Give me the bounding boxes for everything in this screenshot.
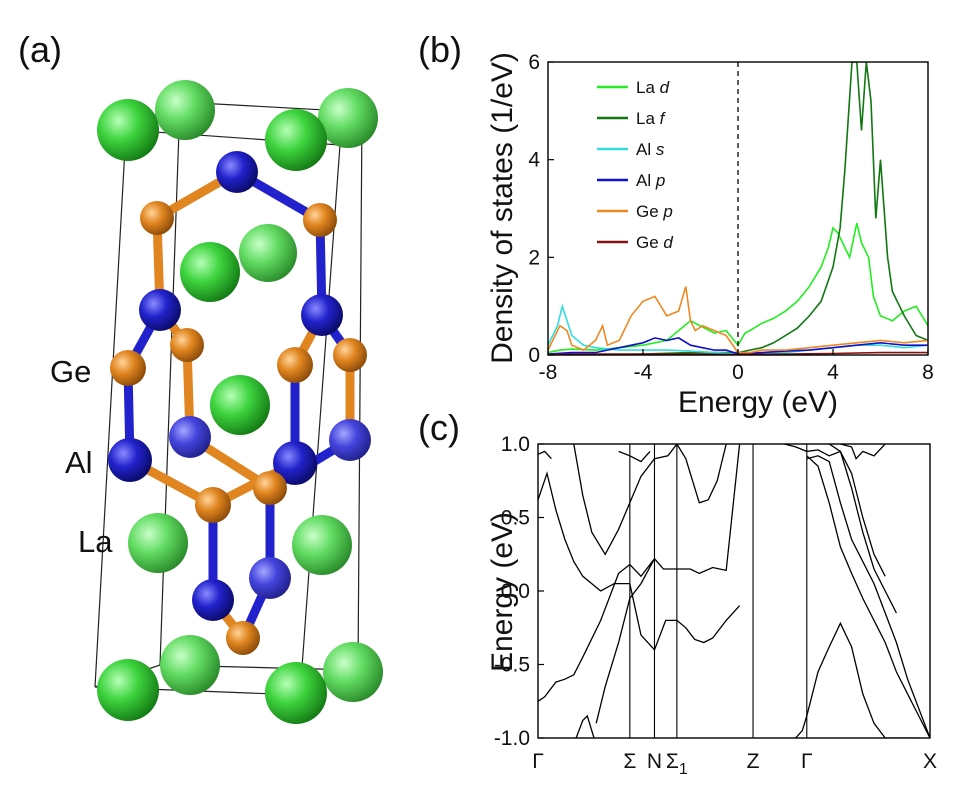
dos-x-axis-title: Energy (eV) [678, 386, 838, 419]
ge-atom [170, 328, 204, 362]
la-atom [210, 375, 270, 435]
dos-x-tick-label: -4 [634, 361, 653, 384]
dos-x-tick-label: 8 [922, 361, 934, 384]
ge-atom [253, 471, 287, 505]
legend-entry: Ge p [636, 202, 673, 221]
dos-plot-area: -8 -4 0 4 8 0 2 4 6 La d La f Al s Al p Ge p Ge d [528, 51, 934, 384]
la-atom [265, 109, 327, 171]
dos-y-tick-label: 6 [528, 51, 540, 74]
ge-atom [195, 487, 231, 523]
la-atom [160, 635, 220, 695]
legend-entry: La d [636, 78, 670, 97]
la-atom [155, 80, 215, 140]
la-atom [97, 659, 159, 721]
kpoint-label: Σ1 [666, 750, 688, 778]
kpoint-label: Σ [623, 750, 636, 773]
band-line [784, 444, 897, 614]
al-atom [139, 289, 181, 331]
ge-label: Ge [50, 354, 91, 389]
band-line [595, 558, 656, 724]
al-atom [216, 151, 258, 193]
band-line [538, 444, 741, 702]
band-line [806, 455, 930, 738]
la-atom [318, 88, 378, 148]
legend-entry: Al s [636, 140, 665, 159]
legend-entry: La f [636, 109, 667, 128]
la-label: La [78, 524, 113, 559]
dos-series-al-p [548, 337, 928, 355]
la-atom [292, 515, 352, 575]
band-y-tick-label: 0.5 [501, 507, 530, 530]
ge-atom [277, 347, 313, 383]
dos-y-axis-title: Density of states (1/eV) [486, 52, 519, 364]
band-y-axis-title: Energy (eV) [486, 512, 519, 672]
dos-y-tick-label: 2 [528, 246, 540, 269]
ge-atom [226, 621, 260, 655]
band-line [676, 444, 727, 504]
dos-y-tick-label: 0 [528, 344, 540, 367]
band-line [828, 444, 886, 577]
dos-series-ge-p [548, 286, 928, 354]
dos-y-tick-label: 4 [528, 149, 540, 172]
ge-atom [140, 201, 174, 235]
kpoint-label: Γ [532, 750, 544, 773]
kpoint-label: N [647, 750, 662, 773]
panel-b-label: (b) [418, 29, 462, 70]
dos-series-la-f [548, 62, 928, 355]
la-atom [97, 99, 159, 161]
al-atom [108, 438, 152, 482]
kpoint-label: Z [747, 750, 760, 773]
la-atom [180, 242, 240, 302]
band-y-tick-label: 1.0 [501, 433, 530, 456]
band-y-tick-label: 0.0 [501, 580, 530, 603]
ge-atom [110, 350, 146, 386]
legend-entry: Al p [636, 171, 665, 190]
kpoint-label: X [923, 750, 937, 773]
band-frame [537, 443, 931, 739]
al-atom [169, 416, 211, 458]
band-line [538, 450, 552, 460]
al-atom [301, 294, 343, 336]
la-atom [323, 642, 383, 702]
band-plot-area: Γ Σ N Σ1 Z Γ X -1.0 -0.5 0.0 0.5 1.0 [494, 433, 937, 778]
band-y-tick-label: -0.5 [494, 654, 530, 677]
ge-atom [303, 203, 337, 237]
band-line [538, 471, 741, 652]
al-atom [249, 557, 291, 599]
band-line [840, 444, 886, 460]
la-atom [265, 662, 327, 724]
la-atom [239, 224, 297, 282]
al-atom [273, 441, 317, 485]
band-line [806, 455, 930, 738]
dos-series-la-d [548, 223, 928, 354]
kpoint-label: Γ [801, 750, 813, 773]
band-line [618, 450, 651, 463]
panel-a-structure: (a) Ge Al La [18, 29, 383, 724]
ge-atom [333, 338, 367, 372]
atoms [97, 80, 383, 724]
dos-x-tick-label: 0 [732, 361, 744, 384]
panel-a-label: (a) [18, 29, 62, 70]
la-atom [128, 513, 188, 573]
al-atom [329, 419, 371, 461]
panel-c-bands: (c) Γ Σ N Σ1 Z Γ X -1.0 -0.5 0.0 0.5 1.0 Energy (eV… [418, 407, 937, 778]
band-y-tick-label: -1.0 [494, 727, 530, 750]
legend-entry: Ge d [636, 233, 673, 252]
panel-c-label: (c) [418, 407, 460, 448]
dos-x-tick-label: -8 [539, 361, 558, 384]
al-atom [192, 579, 234, 621]
dos-x-tick-label: 4 [827, 361, 839, 384]
band-line [573, 444, 678, 556]
al-label: Al [65, 445, 93, 480]
dos-series-al-s [548, 303, 928, 355]
band-line [575, 714, 595, 738]
